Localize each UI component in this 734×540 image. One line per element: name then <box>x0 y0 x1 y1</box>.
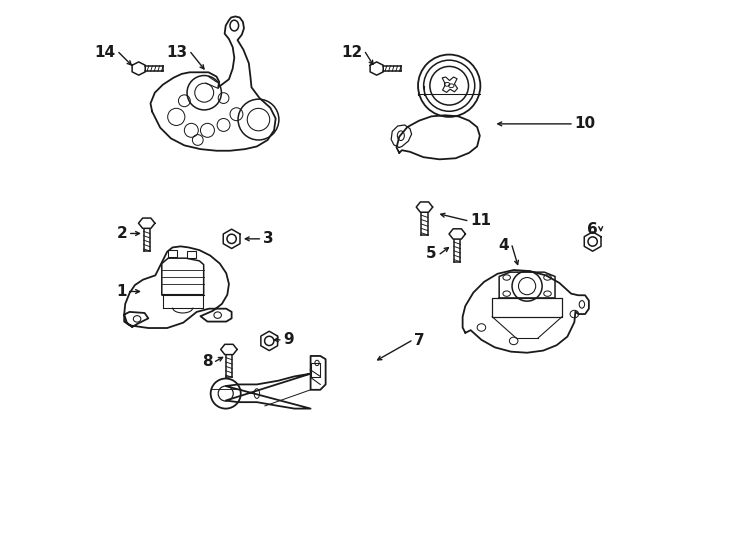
Text: 7: 7 <box>414 333 425 348</box>
Text: 1: 1 <box>116 284 126 299</box>
Text: 12: 12 <box>341 45 362 60</box>
Text: 11: 11 <box>470 213 491 228</box>
Bar <box>187 251 196 258</box>
Text: 8: 8 <box>202 354 212 369</box>
Text: 9: 9 <box>283 332 294 347</box>
Text: 14: 14 <box>95 45 115 60</box>
Text: 6: 6 <box>586 222 597 237</box>
Text: 3: 3 <box>263 231 273 246</box>
Text: 13: 13 <box>167 45 188 60</box>
Bar <box>168 249 177 257</box>
Text: 5: 5 <box>426 246 437 261</box>
Text: 10: 10 <box>575 117 595 131</box>
Text: 2: 2 <box>117 226 128 241</box>
Text: 4: 4 <box>498 238 509 253</box>
